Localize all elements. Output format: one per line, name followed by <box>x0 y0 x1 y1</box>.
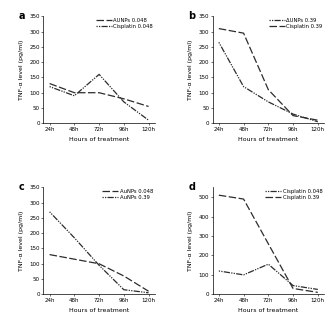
ΔUNPs 0.39 <box>217 40 221 44</box>
AUNPs 0.048 <box>72 91 76 95</box>
Text: d: d <box>188 182 195 192</box>
Line: Cisplatin 0.048: Cisplatin 0.048 <box>219 264 318 289</box>
AUNPs 0.048 <box>147 105 151 109</box>
Legend: AuNPs 0.048, AuNPs 0.39: AuNPs 0.048, AuNPs 0.39 <box>102 188 154 200</box>
Text: b: b <box>188 11 195 21</box>
AuNPs 0.39 <box>97 263 101 267</box>
X-axis label: Hours of treatment: Hours of treatment <box>69 137 129 142</box>
AuNPs 0.048 <box>72 257 76 261</box>
Cisplatin 0.39 <box>241 197 245 201</box>
AuNPs 0.048 <box>122 274 126 278</box>
Y-axis label: TNF-α level (pg/ml): TNF-α level (pg/ml) <box>19 211 24 271</box>
ΔUNPs 0.39 <box>316 120 320 124</box>
Cisplatin 0.048 <box>147 118 151 122</box>
Text: c: c <box>19 182 25 192</box>
AuNPs 0.39 <box>147 291 151 295</box>
AUNPs 0.048 <box>48 81 52 85</box>
Cisplatin 0.39 <box>291 114 295 118</box>
Cisplatin 0.39 <box>266 88 270 92</box>
AUNPs 0.048 <box>97 91 101 95</box>
Y-axis label: TNF-α level (pg/ml): TNF-α level (pg/ml) <box>19 40 24 100</box>
Legend: AUNPs 0.048, Cisplatin 0.048: AUNPs 0.048, Cisplatin 0.048 <box>96 17 154 29</box>
Cisplatin 0.39 <box>266 242 270 246</box>
Cisplatin 0.048 <box>217 269 221 273</box>
Cisplatin 0.048 <box>48 85 52 89</box>
ΔUNPs 0.39 <box>241 85 245 89</box>
Cisplatin 0.39 <box>217 26 221 30</box>
Cisplatin 0.048 <box>266 262 270 266</box>
AuNPs 0.39 <box>72 236 76 240</box>
Line: AuNPs 0.39: AuNPs 0.39 <box>50 212 149 293</box>
AUNPs 0.048 <box>122 97 126 101</box>
Cisplatin 0.048 <box>241 273 245 277</box>
AuNPs 0.39 <box>122 288 126 292</box>
Cisplatin 0.048 <box>72 94 76 98</box>
ΔUNPs 0.39 <box>291 112 295 116</box>
AuNPs 0.39 <box>48 210 52 214</box>
AuNPs 0.048 <box>147 289 151 293</box>
Cisplatin 0.39 <box>291 286 295 290</box>
Line: AUNPs 0.048: AUNPs 0.048 <box>50 83 149 107</box>
Text: a: a <box>19 11 25 21</box>
Legend: ΔUNPs 0.39, Cisplatin 0.39: ΔUNPs 0.39, Cisplatin 0.39 <box>268 17 323 29</box>
Cisplatin 0.048 <box>97 72 101 76</box>
X-axis label: Hours of treatment: Hours of treatment <box>238 308 299 313</box>
Cisplatin 0.39 <box>316 118 320 122</box>
AuNPs 0.048 <box>97 262 101 266</box>
Cisplatin 0.39 <box>316 290 320 294</box>
Line: Cisplatin 0.048: Cisplatin 0.048 <box>50 74 149 120</box>
Cisplatin 0.048 <box>291 284 295 287</box>
Line: Cisplatin 0.39: Cisplatin 0.39 <box>219 28 318 120</box>
Cisplatin 0.048 <box>316 287 320 291</box>
Cisplatin 0.39 <box>241 31 245 35</box>
X-axis label: Hours of treatment: Hours of treatment <box>69 308 129 313</box>
Cisplatin 0.39 <box>217 193 221 197</box>
Legend: Cisplatin 0.048, Cisplatin 0.39: Cisplatin 0.048, Cisplatin 0.39 <box>265 188 323 200</box>
Line: Cisplatin 0.39: Cisplatin 0.39 <box>219 195 318 292</box>
Line: AuNPs 0.048: AuNPs 0.048 <box>50 255 149 291</box>
Y-axis label: TNF-α level (pg/ml): TNF-α level (pg/ml) <box>188 211 193 271</box>
Line: ΔUNPs 0.39: ΔUNPs 0.39 <box>219 42 318 122</box>
Y-axis label: TNF-α level (pg/ml): TNF-α level (pg/ml) <box>188 40 193 100</box>
Cisplatin 0.048 <box>122 100 126 104</box>
ΔUNPs 0.39 <box>266 100 270 104</box>
X-axis label: Hours of treatment: Hours of treatment <box>238 137 299 142</box>
AuNPs 0.048 <box>48 253 52 257</box>
